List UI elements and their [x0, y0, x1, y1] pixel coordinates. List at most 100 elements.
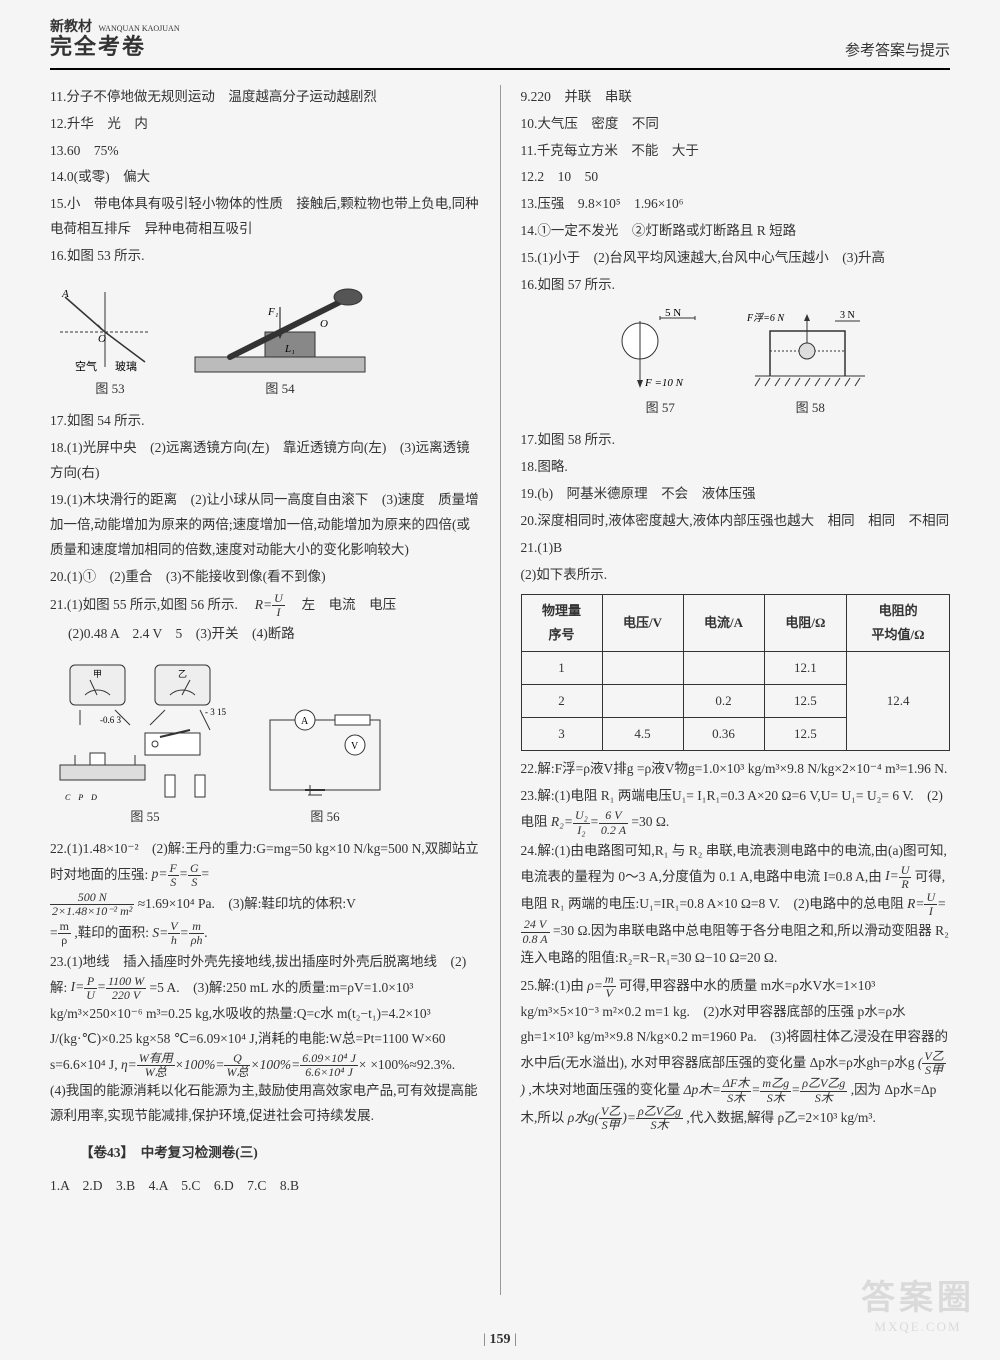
fig57-caption: 图 57	[646, 396, 675, 420]
svg-text:O: O	[320, 318, 328, 330]
watermark-line1: 答案圈	[861, 1270, 975, 1319]
r-q24: 24.解:(1)由电路图可知,R₁ 与 R₂ 串联,电流表测电路中的电流,由(a…	[521, 839, 951, 971]
brand-line1: 新教材 WANQUAN KAOJUAN	[50, 20, 180, 35]
fig58-wrap: F浮=6 N 3 N 图 58	[745, 306, 875, 420]
r-q11: 11.千克每立方米 不能 大于	[521, 139, 951, 164]
svg-text:甲: 甲	[93, 669, 102, 679]
svg-text:玻璃: 玻璃	[115, 359, 137, 373]
section-43-title: 【卷43】 中考复习检测卷(三)	[50, 1141, 480, 1166]
fig58-caption: 图 58	[796, 396, 825, 420]
l-q22c: ,鞋印的面积:	[74, 925, 149, 940]
l-q20: 20.(1)① (2)重合 (3)不能接收到像(看不到像)	[50, 565, 480, 590]
mc-answers: 1.A 2.D 3.B 4.A 5.C 6.D 7.C 8.B	[50, 1174, 480, 1199]
fig55-caption: 图 55	[130, 805, 159, 829]
l-q21c: (2)0.48 A 2.4 V 5 (3)开关 (4)断路	[50, 622, 480, 647]
td-avg: 12.4	[847, 652, 950, 751]
r-q24a: 24.解:(1)由电路图可知,R₁ 与 R₂ 串联,电流表测电路中的电流,由(a…	[521, 843, 947, 884]
td	[602, 685, 683, 718]
fig53-wrap: A O 空气 玻璃 图 53	[50, 282, 170, 401]
td: 0.2	[683, 685, 764, 718]
r-q16: 16.如图 57 所示.	[521, 273, 951, 298]
formula-RUI: R=UI=	[907, 896, 946, 911]
fig54-wrap: F₁ L₁ O 图 54	[190, 277, 370, 401]
l-q15: 15.小 带电体具有吸引轻小物体的性质 接触后,颗粒物也带上负电,同种电荷相互排…	[50, 192, 480, 242]
watermark-line2: MXQE.COM	[861, 1319, 975, 1335]
fig-row-57-58: F =10 N 5 N 图 57	[521, 306, 951, 420]
l-q22b: ≈1.69×10⁴ Pa. (3)解:鞋印坑的体积:V	[138, 896, 356, 911]
l-q12: 12.升华 光 内	[50, 112, 480, 137]
svg-text:F =10 N: F =10 N	[644, 377, 684, 389]
formula-Rval: 24 V0.8 A	[521, 923, 550, 938]
r-q18: 18.图略.	[521, 455, 951, 480]
svg-text:C P D: C P D	[65, 793, 97, 802]
r-q10: 10.大气压 密度 不同	[521, 112, 951, 137]
fig58-diagram: F浮=6 N 3 N	[745, 306, 875, 396]
th-4: 电阻的平均值/Ω	[847, 595, 950, 652]
svg-text:F浮=6 N: F浮=6 N	[746, 312, 785, 324]
formula-I: I=PU=1100 W220 V	[71, 979, 147, 994]
svg-text:A: A	[61, 288, 69, 300]
l-q11: 11.分子不停地做无规则运动 温度越高分子运动越剧烈	[50, 85, 480, 110]
l-q21: 21.(1)如图 55 所示,如图 56 所示. R=UI 左 电流 电压	[50, 592, 480, 619]
formula-R: R=UI	[255, 597, 285, 612]
l-q14: 14.0(或零) 偏大	[50, 165, 480, 190]
r-q23b: =30 Ω.	[631, 814, 669, 829]
svg-text:A: A	[301, 716, 309, 727]
page-number: 159	[483, 1332, 517, 1348]
l-q17: 17.如图 54 所示.	[50, 409, 480, 434]
l-q22b-row: 500 N2×1.48×10⁻² m² ≈1.69×10⁴ Pa. (3)解:鞋…	[50, 891, 480, 918]
formula-S: S=Vh=mρh.	[152, 925, 207, 940]
r-q21a: 21.(1)B	[521, 536, 951, 561]
table-header-row: 物理量序号 电压/V 电流/A 电阻/Ω 电阻的平均值/Ω	[521, 595, 950, 652]
th-2: 电流/A	[683, 595, 764, 652]
th-1: 电压/V	[602, 595, 683, 652]
brand-block: 新教材 WANQUAN KAOJUAN 完全考卷	[50, 20, 180, 60]
l-q21b: 左 电流 电压	[288, 597, 396, 612]
r-q20: 20.深度相同时,液体密度越大,液体内部压强也越大 相同 相同 不相同	[521, 509, 951, 534]
svg-text:3 N: 3 N	[840, 310, 855, 321]
r-q25f: ,代入数据,解得 ρ乙=2×10³ kg/m³.	[686, 1110, 875, 1125]
r-q21b: (2)如下表所示.	[521, 563, 951, 588]
r-q22: 22.解:F浮=ρ液V排g =ρ液V物g=1.0×10³ kg/m³×9.8 N…	[521, 757, 951, 782]
content-columns: 11.分子不停地做无规则运动 温度越高分子运动越剧烈 12.升华 光 内 13.…	[50, 85, 950, 1295]
table-row: 1 12.1 12.4	[521, 652, 950, 685]
l-q18: 18.(1)光屏中央 (2)远离透镜方向(左) 靠近透镜方向(左) (3)远离透…	[50, 436, 480, 486]
r-q14: 14.①一定不发光 ②灯断路或灯断路且 R 短路	[521, 219, 951, 244]
l-q23: 23.(1)地线 插入插座时外壳先接地线,拔出插座时外壳后脱离地线 (2)解: …	[50, 950, 480, 1130]
r-q19: 19.(b) 阿基米德原理 不会 液体压强	[521, 482, 951, 507]
formula-eta: η=W有用W总×100%=QW总×100%=6.09×10⁴ J6.6×10⁴ …	[121, 1057, 367, 1072]
th-0: 物理量序号	[521, 595, 602, 652]
r-q15: 15.(1)小于 (2)台风平均风速越大,台风中心气压越小 (3)升高	[521, 246, 951, 271]
page-header: 新教材 WANQUAN KAOJUAN 完全考卷 参考答案与提示	[50, 20, 950, 70]
td	[683, 652, 764, 685]
r-q17: 17.如图 58 所示.	[521, 428, 951, 453]
svg-text:O: O	[98, 333, 106, 345]
fig54-caption: 图 54	[265, 377, 294, 401]
l-q19: 19.(1)木块滑行的距离 (2)让小球从同一高度自由滚下 (3)速度 质量增加…	[50, 488, 480, 563]
fig56-wrap: A V 图 56	[260, 705, 390, 829]
r-q24c: =30 Ω.因为串联电路中总电阻等于各分电阻之和,所以滑动变阻器 R₂ 连入电路…	[521, 923, 949, 965]
formula-rho: ρ=mV	[587, 978, 615, 993]
svg-text:L₁: L₁	[284, 343, 295, 355]
column-divider	[500, 85, 501, 1295]
svg-text:- 3 15: - 3 15	[205, 707, 226, 717]
svg-text:空气: 空气	[75, 359, 97, 373]
svg-text:5 N: 5 N	[665, 307, 681, 319]
fig53-diagram: A O 空气 玻璃	[50, 282, 170, 377]
brand1-pinyin: WANQUAN KAOJUAN	[99, 24, 180, 33]
data-table: 物理量序号 电压/V 电流/A 电阻/Ω 电阻的平均值/Ω 1 12.1 12.…	[521, 594, 951, 751]
l-q22: 22.(1)1.48×10⁻² (2)解:王丹的重力:G=mg=50 kg×10…	[50, 837, 480, 889]
r-q25: 25.解:(1)由 ρ=mV 可得,甲容器中水的质量 m水=ρ水V水=1×10³…	[521, 973, 951, 1132]
r-q23: 23.解:(1)电阻 R₁ 两端电压U₁= I₁R₁=0.3 A×20 Ω=6 …	[521, 784, 951, 836]
fig-row-53-54: A O 空气 玻璃 图 53	[50, 277, 480, 401]
watermark: 答案圈 MXQE.COM	[861, 1270, 975, 1335]
td	[602, 652, 683, 685]
svg-text:F₁: F₁	[267, 306, 279, 318]
l-q13: 13.60 75%	[50, 139, 480, 164]
td: 12.5	[764, 685, 847, 718]
fig55-diagram: 甲 乙 C P D	[50, 655, 240, 805]
td: 0.36	[683, 718, 764, 751]
svg-text:-0.6 3: -0.6 3	[100, 715, 121, 725]
right-column: 9.220 并联 串联 10.大气压 密度 不同 11.千克每立方米 不能 大于…	[521, 85, 951, 1295]
r-q25d: ,木块对地面压强的变化量	[528, 1082, 683, 1097]
